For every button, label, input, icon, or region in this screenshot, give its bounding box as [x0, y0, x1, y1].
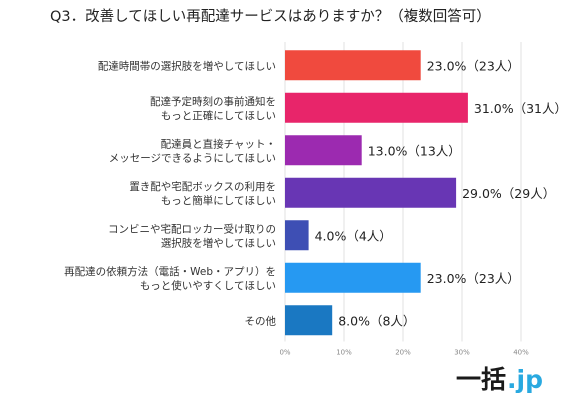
- data-label: 29.0%（29人）: [462, 186, 555, 201]
- data-labels: 23.0%（23人） 31.0%（31人） 13.0%（13人） 29.0%（29人）…: [315, 58, 567, 328]
- category-labels: 配達時間帯の選択肢を増やしてほしい配達予定時刻の事前通知をもっと正確にしてほしい…: [64, 59, 276, 327]
- data-label: 31.0%（31人）: [474, 101, 567, 116]
- logo-text: 一括: [456, 365, 506, 394]
- x-tick-label: 40%: [513, 349, 529, 357]
- category-label: 置き配や宅配ボックスの利用をもっと簡単にしてほしい: [129, 180, 276, 207]
- data-label: 13.0%（13人）: [368, 143, 461, 158]
- data-label: 4.0%（4人）: [315, 228, 392, 243]
- category-label: 配達予定時刻の事前通知をもっと正確にしてほしい: [150, 95, 276, 122]
- category-label: 再配達の依頼方法（電話・Web・アプリ）をもっと使いやすくしてほしい: [64, 265, 276, 292]
- category-label: 配達時間帯の選択肢を増やしてほしい: [98, 59, 276, 72]
- ikkatsu-logo: 一括 .jp: [456, 365, 543, 394]
- data-label: 23.0%（23人）: [427, 271, 520, 286]
- x-tick-labels: 0% 10% 20% 30% 40%: [279, 349, 529, 357]
- category-label: 配達員と直接チャット・メッセージできるようにしてほしい: [109, 137, 276, 164]
- bars: [285, 50, 468, 336]
- bar: [285, 135, 362, 166]
- x-tick-label: 0%: [279, 349, 290, 357]
- logo-domain: .jp: [507, 365, 543, 394]
- bar: [285, 262, 421, 293]
- chart-title: Q3．改善してほしい再配達サービスはありますか？（複数回答可）: [50, 8, 491, 25]
- category-label: コンビニや宅配ロッカー受け取りの選択肢を増やしてほしい: [108, 222, 276, 249]
- x-tick-label: 10%: [336, 349, 352, 357]
- bar: [285, 92, 468, 123]
- bar: [285, 305, 333, 336]
- x-tick-label: 30%: [454, 349, 470, 357]
- bar: [285, 177, 457, 208]
- data-label: 23.0%（23人）: [427, 58, 520, 73]
- data-label: 8.0%（8人）: [338, 313, 415, 328]
- bar: [285, 50, 421, 81]
- x-tick-label: 20%: [395, 349, 411, 357]
- category-label: その他: [245, 314, 277, 327]
- bar: [285, 220, 309, 251]
